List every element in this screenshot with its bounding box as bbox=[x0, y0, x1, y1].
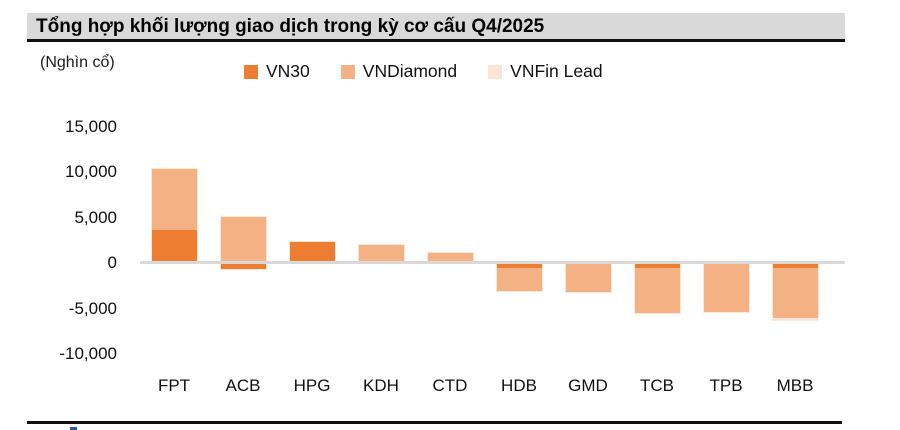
x-axis-label-TCB: TCB bbox=[640, 376, 674, 395]
x-axis-label-KDH: KDH bbox=[363, 376, 399, 395]
x-axis-label-CTD: CTD bbox=[432, 376, 468, 395]
bar-segment-KDH-vndiamond bbox=[357, 243, 405, 263]
bar-segment-HDB-vndiamond bbox=[495, 267, 543, 293]
y-tick-label-5000: 5,000 bbox=[74, 207, 117, 227]
y-tick-label-0: 0 bbox=[107, 253, 117, 272]
y-tick-label-10000: 10,000 bbox=[65, 162, 117, 181]
legend-item-vn30: VN30 bbox=[244, 61, 310, 82]
x-axis-label-TPB: TPB bbox=[709, 376, 743, 395]
bar-segment-GMD-vndiamond bbox=[564, 263, 612, 294]
bar-segment-CTD-vndiamond bbox=[426, 252, 474, 263]
y-tick-label--5000: -5,000 bbox=[68, 298, 117, 318]
legend-label-vn30: VN30 bbox=[266, 61, 310, 81]
bar-segment-TCB-vndiamond bbox=[633, 267, 681, 314]
legend-label-vndiamond: VNDiamond bbox=[362, 61, 458, 81]
x-axis-label-HPG: HPG bbox=[293, 376, 331, 395]
bar-segment-FPT-vndiamond bbox=[150, 168, 198, 231]
bar-segment-MBB-vndiamond bbox=[771, 267, 819, 318]
footer-rule bbox=[27, 421, 842, 424]
x-axis-label-HDB: HDB bbox=[501, 376, 537, 395]
legend-label-vnfinlead: VNFin Lead bbox=[510, 61, 603, 81]
legend-swatch-vnfinlead bbox=[488, 64, 503, 79]
legend-swatch-vn30 bbox=[244, 64, 258, 79]
chart-title: Tổng hợp khối lượng giao dịch trong kỳ c… bbox=[36, 16, 545, 37]
chart-title-bar: Tổng hợp khối lượng giao dịch trong kỳ c… bbox=[27, 13, 845, 39]
zero-axis-line bbox=[140, 261, 845, 264]
bar-segment-ACB-vn30 bbox=[219, 263, 267, 271]
legend-item-vnfinlead: VNFin Lead bbox=[488, 61, 603, 82]
x-axis-label-GMD: GMD bbox=[568, 376, 608, 395]
y-tick-label-15000: 15,000 bbox=[65, 116, 117, 136]
bar-segment-HDB-vn30 bbox=[495, 263, 543, 268]
bar-segment-MBB-vnfin-lead bbox=[771, 317, 819, 322]
legend: VN30 VNDiamond VNFin Lead bbox=[244, 61, 603, 82]
legend-swatch-vndiamond bbox=[340, 64, 355, 79]
title-underline bbox=[27, 39, 845, 42]
x-axis-label-ACB: ACB bbox=[225, 376, 261, 395]
axis-unit-label: (Nghìn cổ) bbox=[40, 54, 115, 71]
legend-item-vndiamond: VNDiamond bbox=[340, 61, 458, 82]
bar-segment-MBB-vn30 bbox=[771, 263, 819, 268]
y-tick-label--10000: -10,000 bbox=[59, 344, 117, 363]
bar-segment-HPG-vn30 bbox=[288, 241, 336, 263]
bar-segment-ACB-vndiamond bbox=[219, 215, 267, 263]
x-axis-label-MBB: MBB bbox=[776, 376, 814, 395]
bar-segment-FPT-vn30 bbox=[150, 230, 198, 263]
bar-segment-TCB-vn30 bbox=[633, 263, 681, 268]
bar-segment-TPB-vndiamond bbox=[702, 263, 750, 314]
cropped-footer-text-remnant bbox=[70, 427, 77, 430]
x-axis-label-FPT: FPT bbox=[157, 376, 191, 395]
